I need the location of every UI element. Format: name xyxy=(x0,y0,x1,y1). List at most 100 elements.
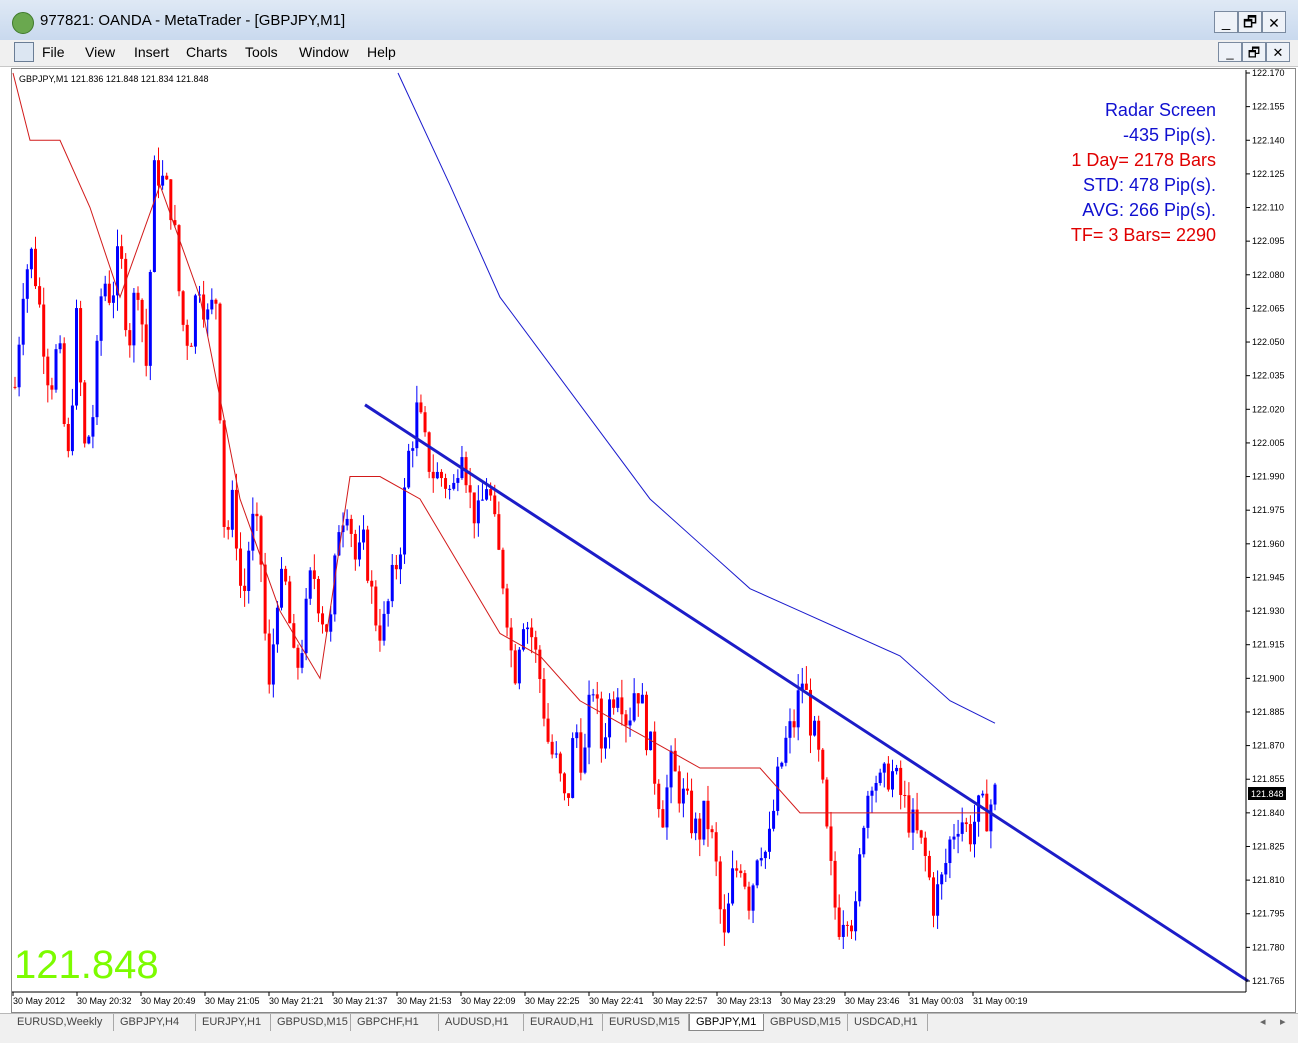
candle-body xyxy=(685,788,689,791)
candle-body xyxy=(316,578,320,614)
slow-moving-average-line xyxy=(397,72,996,724)
time-axis-label: 30 May 23:46 xyxy=(845,996,900,1006)
candle-body xyxy=(341,525,345,533)
candle-body xyxy=(526,627,530,630)
candle-body xyxy=(530,627,534,638)
candle-body xyxy=(927,855,931,878)
candle-body xyxy=(444,478,448,489)
price-chart[interactable]: 122.170 122.155 122.140 122.125 122.110 122.0… xyxy=(0,0,1298,1013)
current-price-label: 121.848 xyxy=(1251,789,1284,799)
candle-body xyxy=(517,649,521,684)
candle-body xyxy=(923,837,927,856)
tab-scroll-right-icon[interactable]: ▸ xyxy=(1280,1016,1286,1028)
chart-tab[interactable]: USDCAD,H1 xyxy=(848,1014,928,1031)
candle-body xyxy=(403,487,407,555)
candle-body xyxy=(329,614,333,632)
menu-tools[interactable]: Tools xyxy=(245,44,278,60)
candle-body xyxy=(501,549,505,589)
chart-tab[interactable]: GBPUSD,M15 xyxy=(764,1014,848,1031)
candle-body xyxy=(944,863,948,875)
candle-body xyxy=(952,836,956,840)
close-button[interactable]: ✕ xyxy=(1262,11,1286,33)
chart-tab[interactable]: GBPCHF,H1 xyxy=(351,1014,439,1031)
candle-body xyxy=(177,225,181,292)
candle-body xyxy=(111,295,115,303)
candle-body xyxy=(296,647,300,668)
candle-body xyxy=(681,788,685,804)
chart-ohlc-header: GBPJPY,M1 121.836 121.848 121.834 121.84… xyxy=(19,74,209,84)
chart-tab[interactable]: GBPJPY,H4 xyxy=(114,1014,196,1031)
candle-body xyxy=(919,830,923,838)
chart-window[interactable] xyxy=(11,68,1296,1013)
candle-body xyxy=(165,175,169,180)
candle-body xyxy=(218,303,222,421)
candle-body xyxy=(796,690,800,728)
big-price-display: 121.848 xyxy=(14,943,159,987)
tab-scroll-left-icon[interactable]: ◂ xyxy=(1260,1016,1266,1028)
candle-body xyxy=(99,296,103,341)
chart-tab[interactable]: EURAUD,H1 xyxy=(524,1014,603,1031)
menu-window[interactable]: Window xyxy=(299,44,349,60)
chart-tab[interactable]: AUDUSD,H1 xyxy=(439,1014,524,1031)
candle-body xyxy=(46,356,50,386)
menu-view[interactable]: View xyxy=(85,44,116,60)
candle-body xyxy=(603,737,607,749)
candle-body xyxy=(148,271,152,366)
candle-body xyxy=(120,246,124,259)
candle-body xyxy=(694,818,698,834)
chart-window-icon[interactable] xyxy=(14,42,34,62)
candle-body xyxy=(948,839,952,864)
candle-body xyxy=(972,821,976,845)
chart-tab[interactable]: GBPJPY,M1 xyxy=(689,1014,764,1031)
candle-body xyxy=(780,762,784,767)
time-axis-label: 30 May 20:49 xyxy=(141,996,196,1006)
candle-body xyxy=(439,471,443,479)
radar-line: -435 Pip(s). xyxy=(1123,125,1216,145)
candle-body xyxy=(300,653,304,668)
candle-body xyxy=(13,386,17,388)
candle-body xyxy=(169,179,173,221)
candle-body xyxy=(136,292,140,300)
candle-body xyxy=(247,550,251,591)
candle-body xyxy=(66,424,70,452)
candle-body xyxy=(808,689,812,736)
mdi-close-button[interactable]: ✕ xyxy=(1266,42,1290,62)
candle-body xyxy=(29,248,33,270)
candle-body xyxy=(936,884,940,916)
candle-body xyxy=(616,697,620,708)
candle-body xyxy=(485,489,489,500)
menu-charts[interactable]: Charts xyxy=(186,44,228,60)
price-axis-label: 121.825 xyxy=(1252,841,1285,851)
candle-body xyxy=(653,731,657,784)
chart-tab[interactable]: EURUSD,Weekly xyxy=(11,1014,114,1031)
candle-body xyxy=(903,795,907,797)
menu-file[interactable]: File xyxy=(42,44,65,60)
mdi-minimize-button[interactable]: _ xyxy=(1218,42,1242,62)
chart-tab[interactable]: EURJPY,H1 xyxy=(196,1014,271,1031)
candle-body xyxy=(243,585,247,591)
candle-body xyxy=(558,753,562,774)
candle-body xyxy=(702,800,706,840)
candle-body xyxy=(255,513,259,517)
chart-tab[interactable]: GBPUSD,M15 xyxy=(271,1014,351,1031)
candle-body xyxy=(698,818,702,840)
restore-button[interactable]: 🗗 xyxy=(1238,11,1262,33)
candle-body xyxy=(739,870,743,874)
candle-body xyxy=(95,340,99,418)
candle-body xyxy=(21,298,25,345)
candle-body xyxy=(382,613,386,641)
menu-insert[interactable]: Insert xyxy=(134,44,170,60)
candle-body xyxy=(505,588,509,628)
candle-body xyxy=(636,693,640,704)
candle-body xyxy=(854,901,858,932)
menu-help[interactable]: Help xyxy=(367,44,396,60)
mdi-restore-button[interactable]: 🗗 xyxy=(1242,42,1266,62)
candle-body xyxy=(661,809,665,828)
price-axis-label: 121.945 xyxy=(1252,572,1285,582)
minimize-button[interactable]: _ xyxy=(1214,11,1238,33)
chart-tab[interactable]: EURUSD,M15 xyxy=(603,1014,689,1031)
candle-body xyxy=(398,554,402,570)
candle-body xyxy=(206,309,210,320)
candle-body xyxy=(386,601,390,614)
candle-body xyxy=(567,793,571,798)
